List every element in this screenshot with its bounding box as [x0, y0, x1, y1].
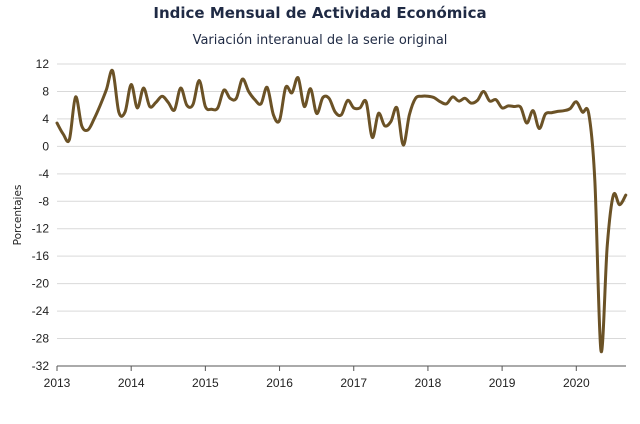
y-axis-ticks: 12 8 4 0 -4 -8 -12 -16 -20 -24 -28 -32 [32, 57, 50, 373]
y-tick-label: -32 [32, 359, 50, 373]
x-tick-label: 2016 [266, 376, 293, 390]
y-tick-label: -28 [32, 332, 50, 346]
x-tick-label: 2018 [415, 376, 442, 390]
chart-subtitle: Variación interanual de la serie origina… [192, 33, 448, 48]
x-tick-label: 2015 [192, 376, 219, 390]
gridlines [57, 63, 626, 367]
y-tick-label: 0 [42, 139, 49, 153]
y-tick-label: -12 [32, 222, 50, 236]
y-tick-label: 12 [36, 57, 50, 71]
x-tick-label: 2017 [340, 376, 367, 390]
series-line [55, 68, 628, 354]
chart-title: Indice Mensual de Actividad Económica [153, 4, 487, 22]
y-tick-label: 8 [42, 84, 49, 98]
x-tick-label: 2019 [489, 376, 516, 390]
y-tick-label: -16 [32, 249, 50, 263]
y-tick-label: -20 [32, 277, 50, 291]
y-tick-label: -8 [38, 194, 49, 208]
x-tick-label: 2013 [44, 376, 71, 390]
y-tick-label: -4 [38, 167, 49, 181]
y-tick-label: -24 [32, 304, 50, 318]
x-tick-label: 2014 [118, 376, 145, 390]
y-tick-label: 4 [42, 112, 49, 126]
x-tick-label: 2020 [563, 376, 590, 390]
x-axis-ticks: 2013 2014 2015 2016 2017 2018 2019 2020 [44, 366, 590, 390]
y-axis-label: Porcentajes [12, 185, 24, 246]
